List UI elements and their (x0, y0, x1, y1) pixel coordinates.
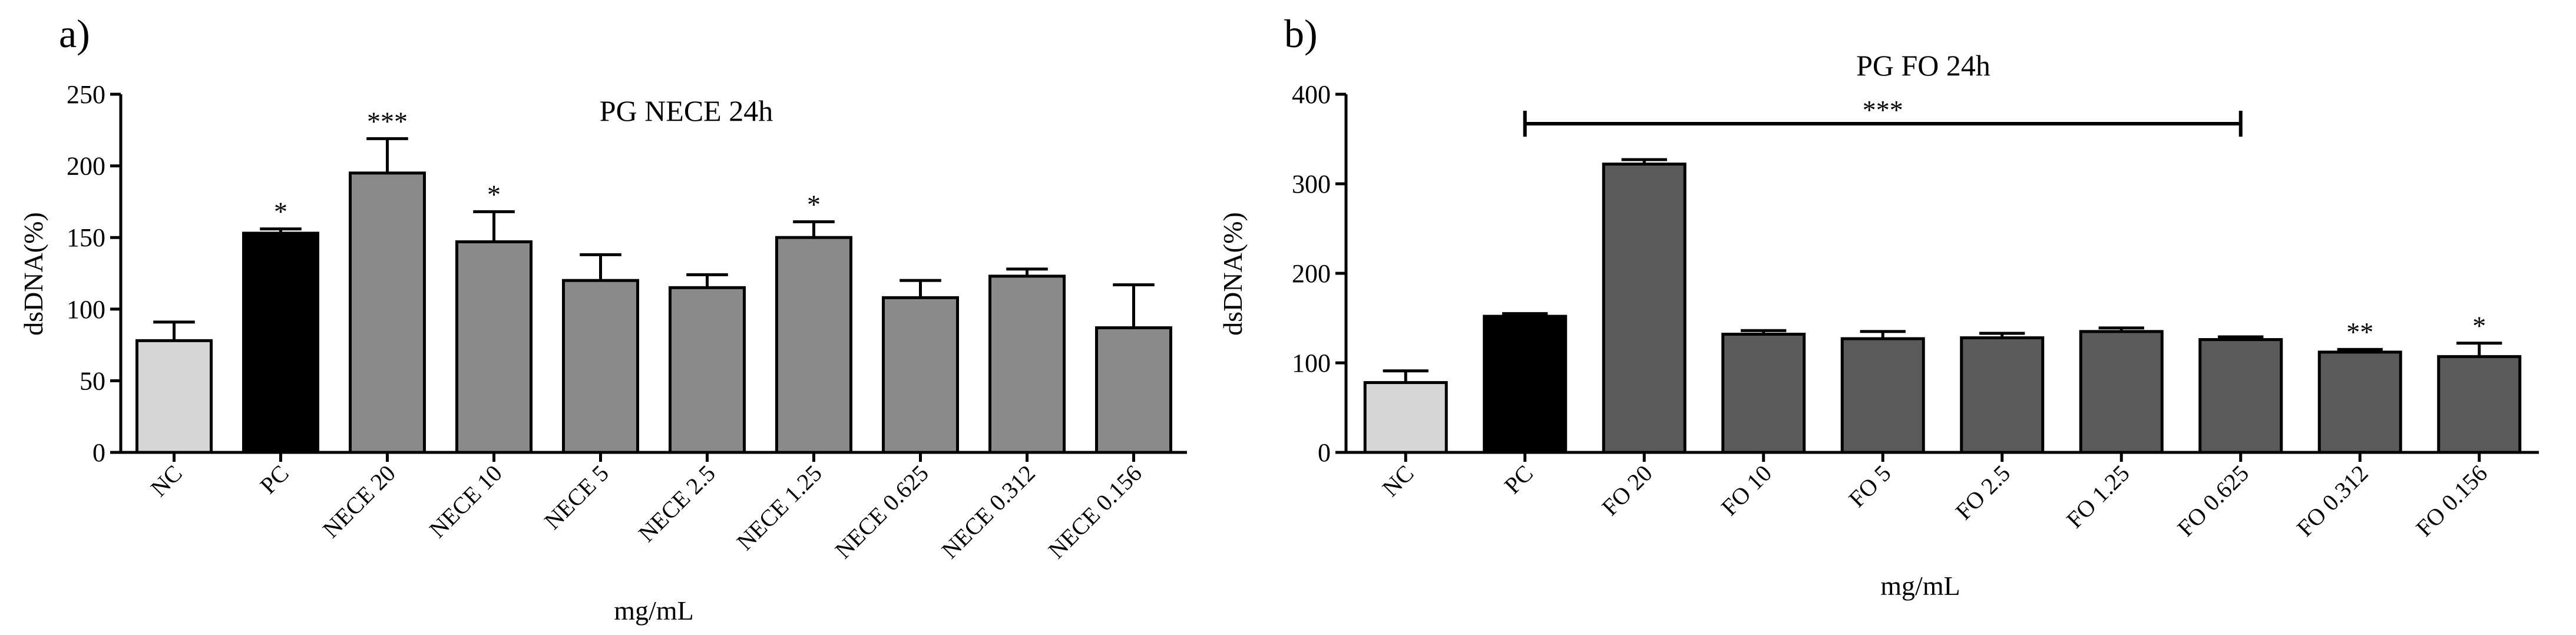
significance-label: ** (2346, 317, 2373, 347)
y-axis-label: dsDNA(%) (1218, 212, 1248, 336)
y-tick-label: 100 (1292, 349, 1331, 378)
y-axis-label: dsDNA(%) (18, 212, 48, 336)
bar (669, 286, 746, 454)
x-tick-label: NECE 5 (539, 460, 614, 535)
y-tick-label: 0 (1318, 438, 1331, 467)
bar (1095, 326, 1172, 454)
significance-label: * (2472, 311, 2486, 341)
x-tick-label: NC (1377, 460, 1418, 502)
x-tick-label: NECE 20 (318, 460, 401, 543)
significance-label: * (274, 197, 287, 227)
x-axis-label: mg/mL (614, 596, 693, 626)
x-tick-label: FO 0.156 (2410, 460, 2492, 542)
x-tick-label: FO 2.5 (1950, 460, 2015, 525)
y-tick-label: 0 (92, 438, 105, 467)
bracket-label: *** (1863, 95, 1903, 125)
significance-label: * (807, 189, 821, 219)
x-tick-label: NECE 0.625 (829, 460, 933, 564)
bar (1840, 337, 1925, 454)
bar (242, 231, 319, 454)
bar (988, 274, 1066, 454)
x-axis-label: mg/mL (1880, 571, 1960, 601)
significance-label: * (487, 179, 501, 209)
x-tick-label: NECE 0.156 (1043, 460, 1146, 564)
chart-title: PG NECE 24h (600, 94, 773, 127)
panel-b: b) PG FO 24h dsDNA(%) mg/mL 0 100 200 300 40… (1218, 11, 2539, 601)
x-tick-label: FO 0.625 (2172, 460, 2254, 542)
x-tick-label: FO 5 (1843, 460, 1896, 512)
y-tick-label: 200 (67, 152, 105, 181)
x-tick-label: PC (1499, 460, 1538, 499)
y-tick-label: 50 (80, 366, 105, 395)
x-tick-label: NECE 2.5 (633, 460, 720, 547)
x-tick-label: FO 10 (1716, 460, 1777, 521)
bar (1363, 381, 1448, 454)
bar (1602, 163, 1687, 454)
x-tick-label: NECE 1.25 (732, 460, 827, 555)
bar (2079, 330, 2164, 454)
x-tick-label: NC (146, 460, 187, 502)
bar (882, 296, 959, 454)
x-tick-label: NECE 10 (424, 460, 507, 543)
x-tick-label: PC (254, 460, 293, 499)
x-tick-label: FO 20 (1596, 460, 1657, 521)
x-tick-label: FO 0.312 (2291, 460, 2373, 542)
y-tick-label: 100 (67, 295, 105, 324)
y-tick-label: 150 (67, 223, 105, 252)
bar (2437, 355, 2522, 454)
bar (349, 171, 426, 454)
bar (1483, 315, 1568, 454)
chart-title: PG FO 24h (1856, 49, 1990, 82)
panel-label: b) (1284, 11, 1318, 56)
y-tick-label: 250 (67, 80, 105, 109)
bar (455, 240, 533, 454)
bar (1960, 336, 2045, 454)
bar (2317, 350, 2402, 454)
panel-a: a) PG NECE 24h dsDNA(%) mg/mL 0 50 100 150 2… (18, 11, 1187, 626)
bar (135, 339, 213, 454)
bar (1721, 332, 1806, 454)
bar (775, 236, 852, 454)
y-tick-label: 400 (1292, 80, 1331, 109)
y-tick-label: 200 (1292, 259, 1331, 288)
x-tick-label: NECE 0.312 (936, 460, 1040, 564)
bar (2198, 338, 2283, 454)
panel-label: a) (59, 11, 90, 56)
significance-label: *** (367, 106, 408, 136)
x-tick-label: FO 1.25 (2061, 460, 2135, 534)
y-tick-label: 300 (1292, 170, 1331, 199)
bar (562, 279, 639, 454)
